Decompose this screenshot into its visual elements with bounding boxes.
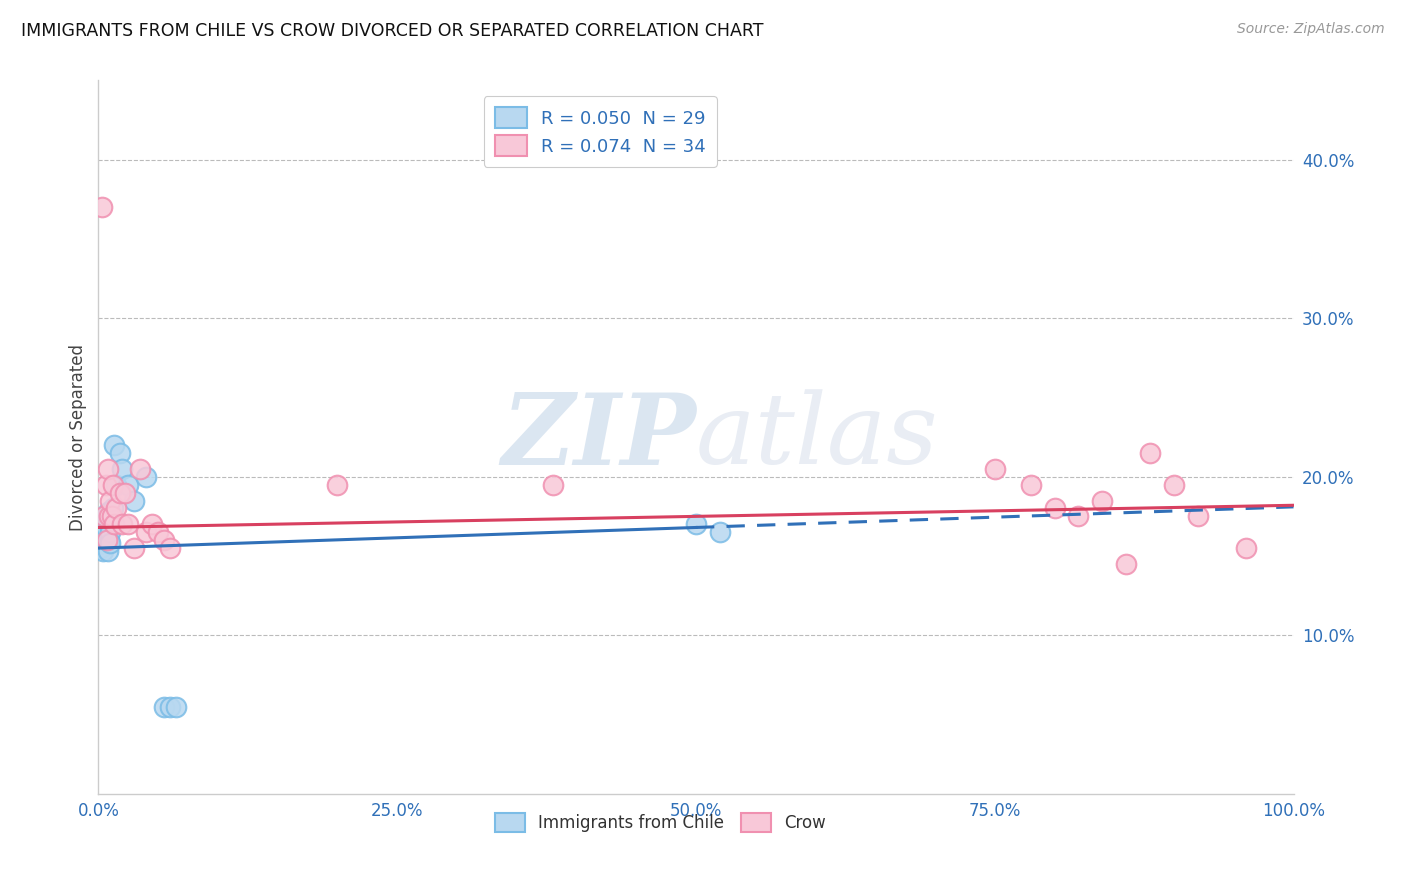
Point	[100, 509, 122, 524]
Point	[148, 525, 170, 540]
Point	[1091, 493, 1114, 508]
Text: atlas: atlas	[696, 390, 939, 484]
Point	[709, 525, 731, 540]
Point	[98, 536, 122, 550]
Point	[1067, 509, 1090, 524]
Point	[165, 699, 187, 714]
Y-axis label: Divorced or Separated: Divorced or Separated	[69, 343, 87, 531]
Point	[94, 477, 117, 491]
Point	[153, 699, 176, 714]
Point	[326, 477, 349, 491]
Point	[98, 533, 121, 548]
Point	[1234, 541, 1257, 555]
Text: Source: ZipAtlas.com: Source: ZipAtlas.com	[1237, 22, 1385, 37]
Point	[97, 544, 120, 558]
Point	[541, 477, 564, 491]
Point	[94, 520, 117, 534]
Point	[100, 509, 122, 524]
Point	[93, 530, 115, 544]
Point	[1163, 477, 1185, 491]
Point	[105, 501, 128, 516]
Point	[159, 699, 181, 714]
Point	[1043, 501, 1066, 516]
Point	[1187, 509, 1209, 524]
Point	[135, 469, 157, 483]
Point	[103, 438, 125, 452]
Point	[108, 446, 131, 460]
Point	[93, 509, 115, 524]
Point	[111, 462, 134, 476]
Point	[91, 200, 114, 214]
Point	[114, 485, 136, 500]
Point	[129, 462, 152, 476]
Point	[108, 485, 131, 500]
Point	[159, 541, 181, 555]
Point	[97, 505, 120, 519]
Point	[96, 509, 118, 524]
Point	[93, 533, 115, 548]
Point	[91, 536, 114, 550]
Point	[1019, 477, 1042, 491]
Point	[98, 493, 122, 508]
Point	[101, 477, 124, 491]
Point	[90, 541, 112, 555]
Point	[685, 517, 707, 532]
Point	[124, 541, 146, 555]
Legend: Immigrants from Chile, Crow: Immigrants from Chile, Crow	[488, 806, 832, 839]
Point	[135, 525, 157, 540]
Point	[97, 462, 120, 476]
Point	[91, 544, 114, 558]
Point	[101, 501, 124, 516]
Text: ZIP: ZIP	[501, 389, 696, 485]
Point	[98, 525, 122, 540]
Point	[105, 477, 128, 491]
Point	[141, 517, 163, 532]
Point	[117, 517, 139, 532]
Point	[111, 517, 134, 532]
Text: IMMIGRANTS FROM CHILE VS CROW DIVORCED OR SEPARATED CORRELATION CHART: IMMIGRANTS FROM CHILE VS CROW DIVORCED O…	[21, 22, 763, 40]
Point	[117, 477, 139, 491]
Point	[94, 525, 117, 540]
Point	[98, 509, 121, 524]
Point	[103, 517, 125, 532]
Point	[124, 493, 146, 508]
Point	[96, 533, 118, 548]
Point	[1139, 446, 1161, 460]
Point	[153, 533, 176, 548]
Point	[984, 462, 1007, 476]
Point	[1115, 557, 1137, 571]
Point	[96, 514, 118, 528]
Point	[98, 517, 121, 532]
